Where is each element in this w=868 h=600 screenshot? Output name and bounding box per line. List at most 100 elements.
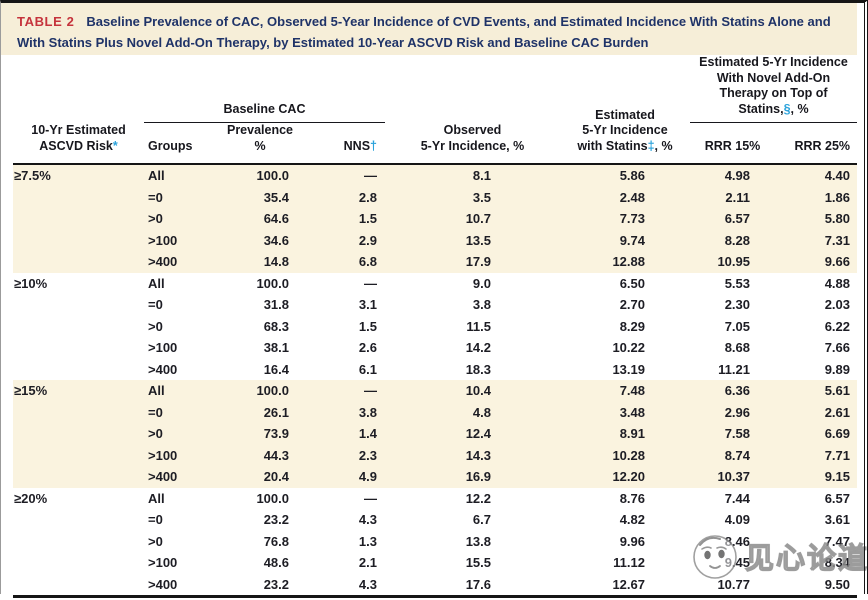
cell-rrr15: 8.28 <box>690 229 775 251</box>
cell-ascvd-risk: ≥7.5% <box>13 164 144 187</box>
cell-statins-incidence: 13.19 <box>612 361 645 377</box>
cell-prevalence: 16.4 <box>263 361 289 377</box>
cell-ascvd-risk <box>13 186 144 208</box>
cell-prevalence: 20.4 <box>220 466 300 488</box>
cell-prevalence: 76.8 <box>263 533 289 549</box>
group-header-baseline-cac: Baseline CAC <box>144 55 385 123</box>
table-row: ≥20% All 100.0 — 12.2 8.76 7.44 6.57 <box>13 488 857 510</box>
table-row: >0 76.8 1.3 13.8 9.96 8.46 7.47 <box>13 531 857 553</box>
cell-rrr15: 10.95 <box>690 251 775 273</box>
cell-nns: 4.9 <box>300 466 385 488</box>
cell-rrr15: 6.57 <box>690 208 775 230</box>
cell-rrr25: 7.71 <box>775 444 858 466</box>
cell-cac-group: =0 <box>144 401 220 423</box>
cell-rrr25: 4.40 <box>775 164 858 187</box>
table-row: ≥10% All 100.0 — 9.0 6.50 5.53 4.88 <box>13 273 857 295</box>
cell-rrr25: 6.69 <box>775 423 858 445</box>
cell-ascvd-risk <box>13 359 144 381</box>
cell-rrr25: 7.31 <box>775 229 858 251</box>
cell-ascvd-risk <box>13 444 144 466</box>
cell-nns: 1.3 <box>358 533 377 549</box>
cell-observed-incidence: 12.4 <box>385 423 560 445</box>
cell-cac-group: >0 <box>144 423 220 445</box>
cell-observed-incidence: 14.3 <box>385 444 560 466</box>
group-header-novel-addon: Estimated 5-Yr Incidence With Novel Add-… <box>690 55 858 123</box>
cell-nns: 2.8 <box>300 186 385 208</box>
table-row: >100 44.3 2.3 14.3 10.28 8.74 7.71 <box>13 444 858 466</box>
cell-rrr15: 8.74 <box>690 444 775 466</box>
cell-cac-group: >400 <box>144 573 220 598</box>
cell-rrr25: 9.66 <box>775 251 858 273</box>
cell-observed-incidence: 4.8 <box>385 401 560 423</box>
cell-observed-incidence: 17.6 <box>385 573 560 598</box>
cell-nns: 1.4 <box>300 423 385 445</box>
cell-statins-incidence: 7.48 <box>560 380 690 402</box>
cell-observed-incidence: 6.7 <box>472 512 491 528</box>
cell-rrr15: 2.96 <box>690 401 775 423</box>
cell-cac-group: >100 <box>148 555 178 571</box>
cell-rrr15: 6.36 <box>690 380 775 402</box>
cell-statins-incidence: 8.76 <box>619 490 645 506</box>
cell-cac-group: >400 <box>148 361 178 377</box>
cell-ascvd-risk <box>13 423 144 445</box>
cell-nns: 3.8 <box>300 401 385 423</box>
cell-rrr25: 8.34 <box>824 555 851 571</box>
col-header-groups: Groups <box>144 122 220 165</box>
cell-prevalence: 23.2 <box>263 512 289 528</box>
table-number-label: TABLE 2 <box>17 14 75 29</box>
cell-statins-incidence: 3.48 <box>560 401 690 423</box>
cell-ascvd-risk <box>13 509 144 531</box>
cell-statins-incidence: 9.96 <box>619 533 645 549</box>
cell-statins-incidence: 8.29 <box>619 318 645 334</box>
col-header-ascvd-risk: 10-Yr Estimated ASCVD Risk* <box>13 55 144 165</box>
cell-statins-incidence: 8.91 <box>560 423 690 445</box>
cell-ascvd-risk <box>13 552 144 574</box>
cell-statins-incidence: 12.20 <box>560 466 690 488</box>
cell-rrr25: 6.57 <box>824 490 851 506</box>
cell-rrr15: 7.44 <box>724 490 750 506</box>
cell-observed-incidence: 15.5 <box>465 555 491 571</box>
cell-rrr25: 2.61 <box>775 401 858 423</box>
cell-cac-group: >0 <box>144 208 220 230</box>
cell-statins-incidence: 10.22 <box>612 340 645 356</box>
cell-observed-incidence: 16.9 <box>385 466 560 488</box>
section-footnote-symbol: § <box>783 101 791 116</box>
cell-nns: — <box>364 490 377 506</box>
col-header-prevalence: Prevalence % <box>220 122 300 165</box>
double-dagger-footnote-symbol: ‡ <box>647 138 655 153</box>
cell-nns: 2.1 <box>358 555 377 571</box>
cell-nns: 4.3 <box>300 573 385 598</box>
cell-nns: 3.1 <box>358 297 377 313</box>
cell-statins-incidence: 11.12 <box>613 555 645 571</box>
cell-observed-incidence: 11.5 <box>466 318 491 334</box>
table-row: ≥15% All 100.0 — 10.4 7.48 6.36 5.61 <box>13 380 858 402</box>
cell-statins-incidence: 9.74 <box>560 229 690 251</box>
cell-statins-incidence: 10.28 <box>560 444 690 466</box>
cell-statins-incidence: 2.48 <box>560 186 690 208</box>
cell-rrr25: 9.50 <box>775 573 858 598</box>
cell-cac-group: >400 <box>144 466 220 488</box>
cell-nns: 2.3 <box>300 444 385 466</box>
cell-cac-group: All <box>144 380 220 402</box>
cell-rrr25: 2.03 <box>824 297 851 313</box>
cell-observed-incidence: 3.5 <box>385 186 560 208</box>
cell-rrr15: 5.53 <box>724 275 750 291</box>
asterisk-footnote-symbol: * <box>112 138 118 153</box>
cell-rrr15: 7.05 <box>724 318 750 334</box>
cell-ascvd-risk <box>13 466 144 488</box>
cell-cac-group: All <box>148 275 165 291</box>
col-header-nns: NNS† <box>300 122 385 165</box>
cell-nns: 2.9 <box>300 229 385 251</box>
cell-cac-group: All <box>144 164 220 187</box>
table-row: >100 48.6 2.1 15.5 11.12 9.45 8.34 <box>13 552 857 574</box>
cell-ascvd-risk <box>13 573 144 598</box>
cell-ascvd-risk <box>13 401 144 423</box>
cell-observed-incidence: 12.2 <box>465 490 491 506</box>
cell-rrr15: 2.30 <box>724 297 750 313</box>
cell-ascvd-risk <box>13 294 144 316</box>
cell-nns: 1.5 <box>358 318 377 334</box>
table-row: =0 35.4 2.8 3.5 2.48 2.11 1.86 <box>13 186 858 208</box>
cell-rrr25: 1.86 <box>775 186 858 208</box>
cell-prevalence: 100.0 <box>256 275 289 291</box>
